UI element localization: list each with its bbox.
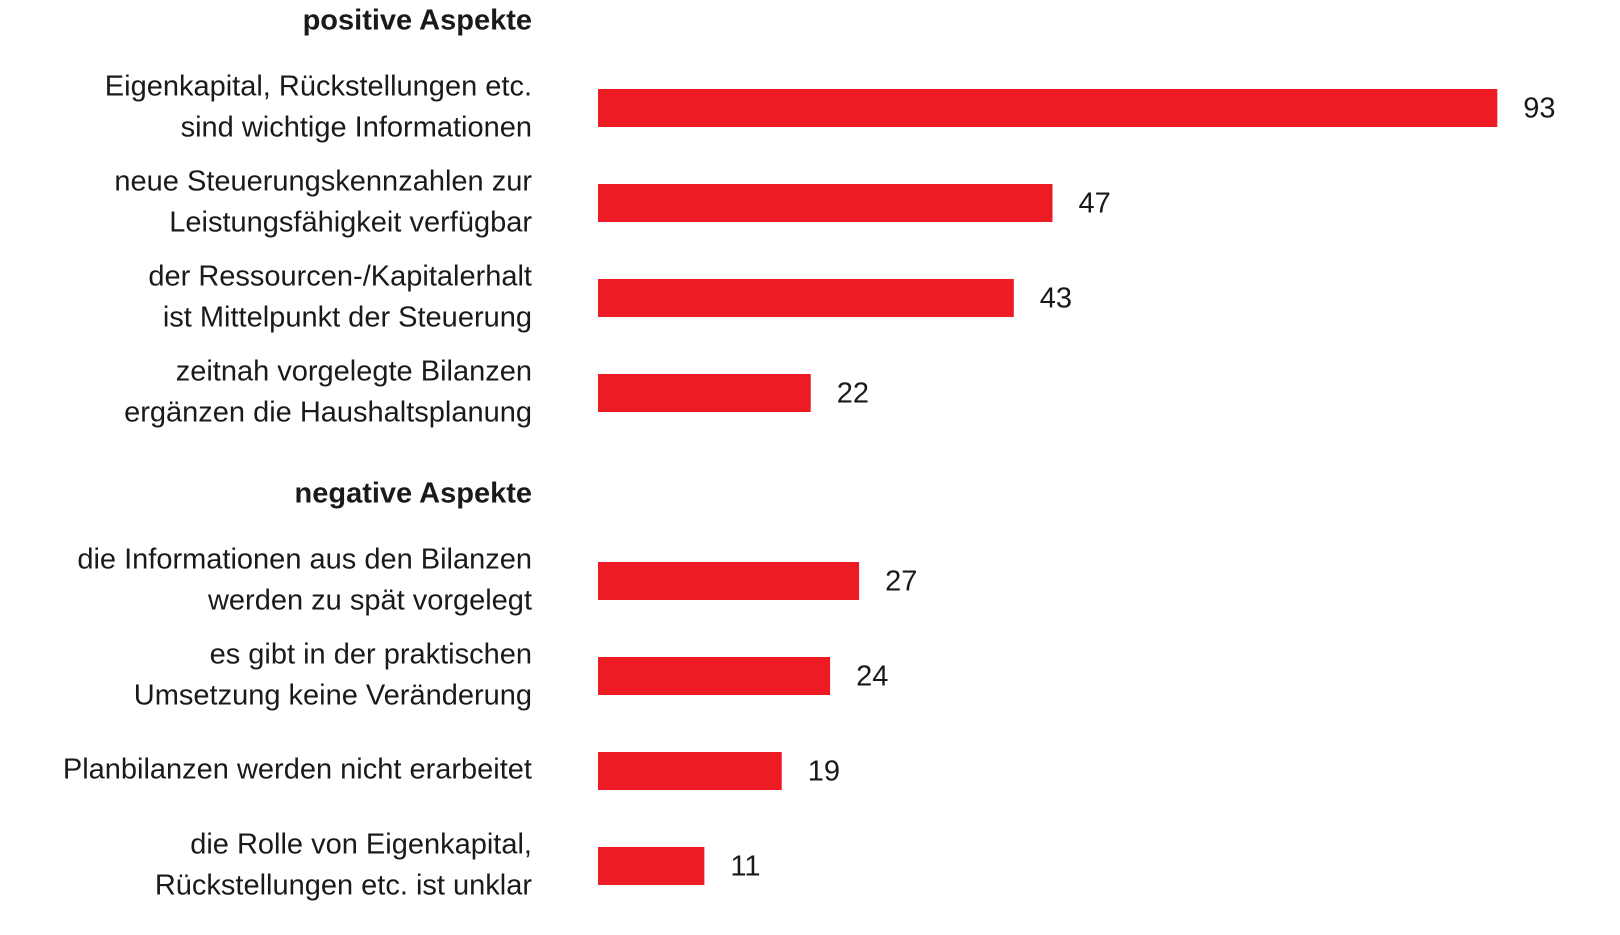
value-label: 27 (885, 566, 917, 598)
group-title: negative Aspekte (295, 478, 532, 510)
bar (598, 374, 811, 412)
category-label: neue Steuerungskennzahlen zur (114, 166, 532, 198)
category-label: es gibt in der praktischen (210, 639, 532, 671)
category-label: zeitnah vorgelegte Bilanzen (176, 356, 532, 388)
category-label: die Rolle von Eigenkapital, (190, 829, 532, 861)
bar (598, 847, 705, 885)
bar (598, 657, 831, 695)
category-label: ist Mittelpunkt der Steuerung (163, 302, 532, 334)
bar (598, 184, 1053, 222)
category-label: Umsetzung keine Veränderung (134, 680, 532, 712)
bar (598, 752, 782, 790)
value-label: 19 (808, 756, 840, 788)
category-label: Eigenkapital, Rückstellungen etc. (105, 71, 532, 103)
category-label: Rückstellungen etc. ist unklar (155, 870, 533, 902)
category-label: Planbilanzen werden nicht erarbeitet (63, 754, 532, 786)
value-label: 24 (856, 661, 888, 693)
value-label: 22 (837, 378, 869, 410)
category-label: Leistungsfähigkeit verfügbar (169, 207, 532, 239)
bar (598, 562, 860, 600)
value-label: 47 (1078, 188, 1110, 220)
category-label: der Ressourcen-/Kapitalerhalt (148, 261, 532, 293)
value-label: 43 (1040, 283, 1072, 315)
value-label: 93 (1523, 93, 1555, 125)
category-label: die Informationen aus den Bilanzen (77, 544, 532, 576)
group-title: positive Aspekte (303, 5, 532, 37)
category-label: sind wichtige Informationen (181, 112, 532, 144)
bar (598, 279, 1014, 317)
bar (598, 89, 1498, 127)
category-label: ergänzen die Haushaltsplanung (124, 397, 532, 429)
category-label: werden zu spät vorgelegt (207, 585, 532, 617)
value-label: 11 (730, 851, 760, 883)
